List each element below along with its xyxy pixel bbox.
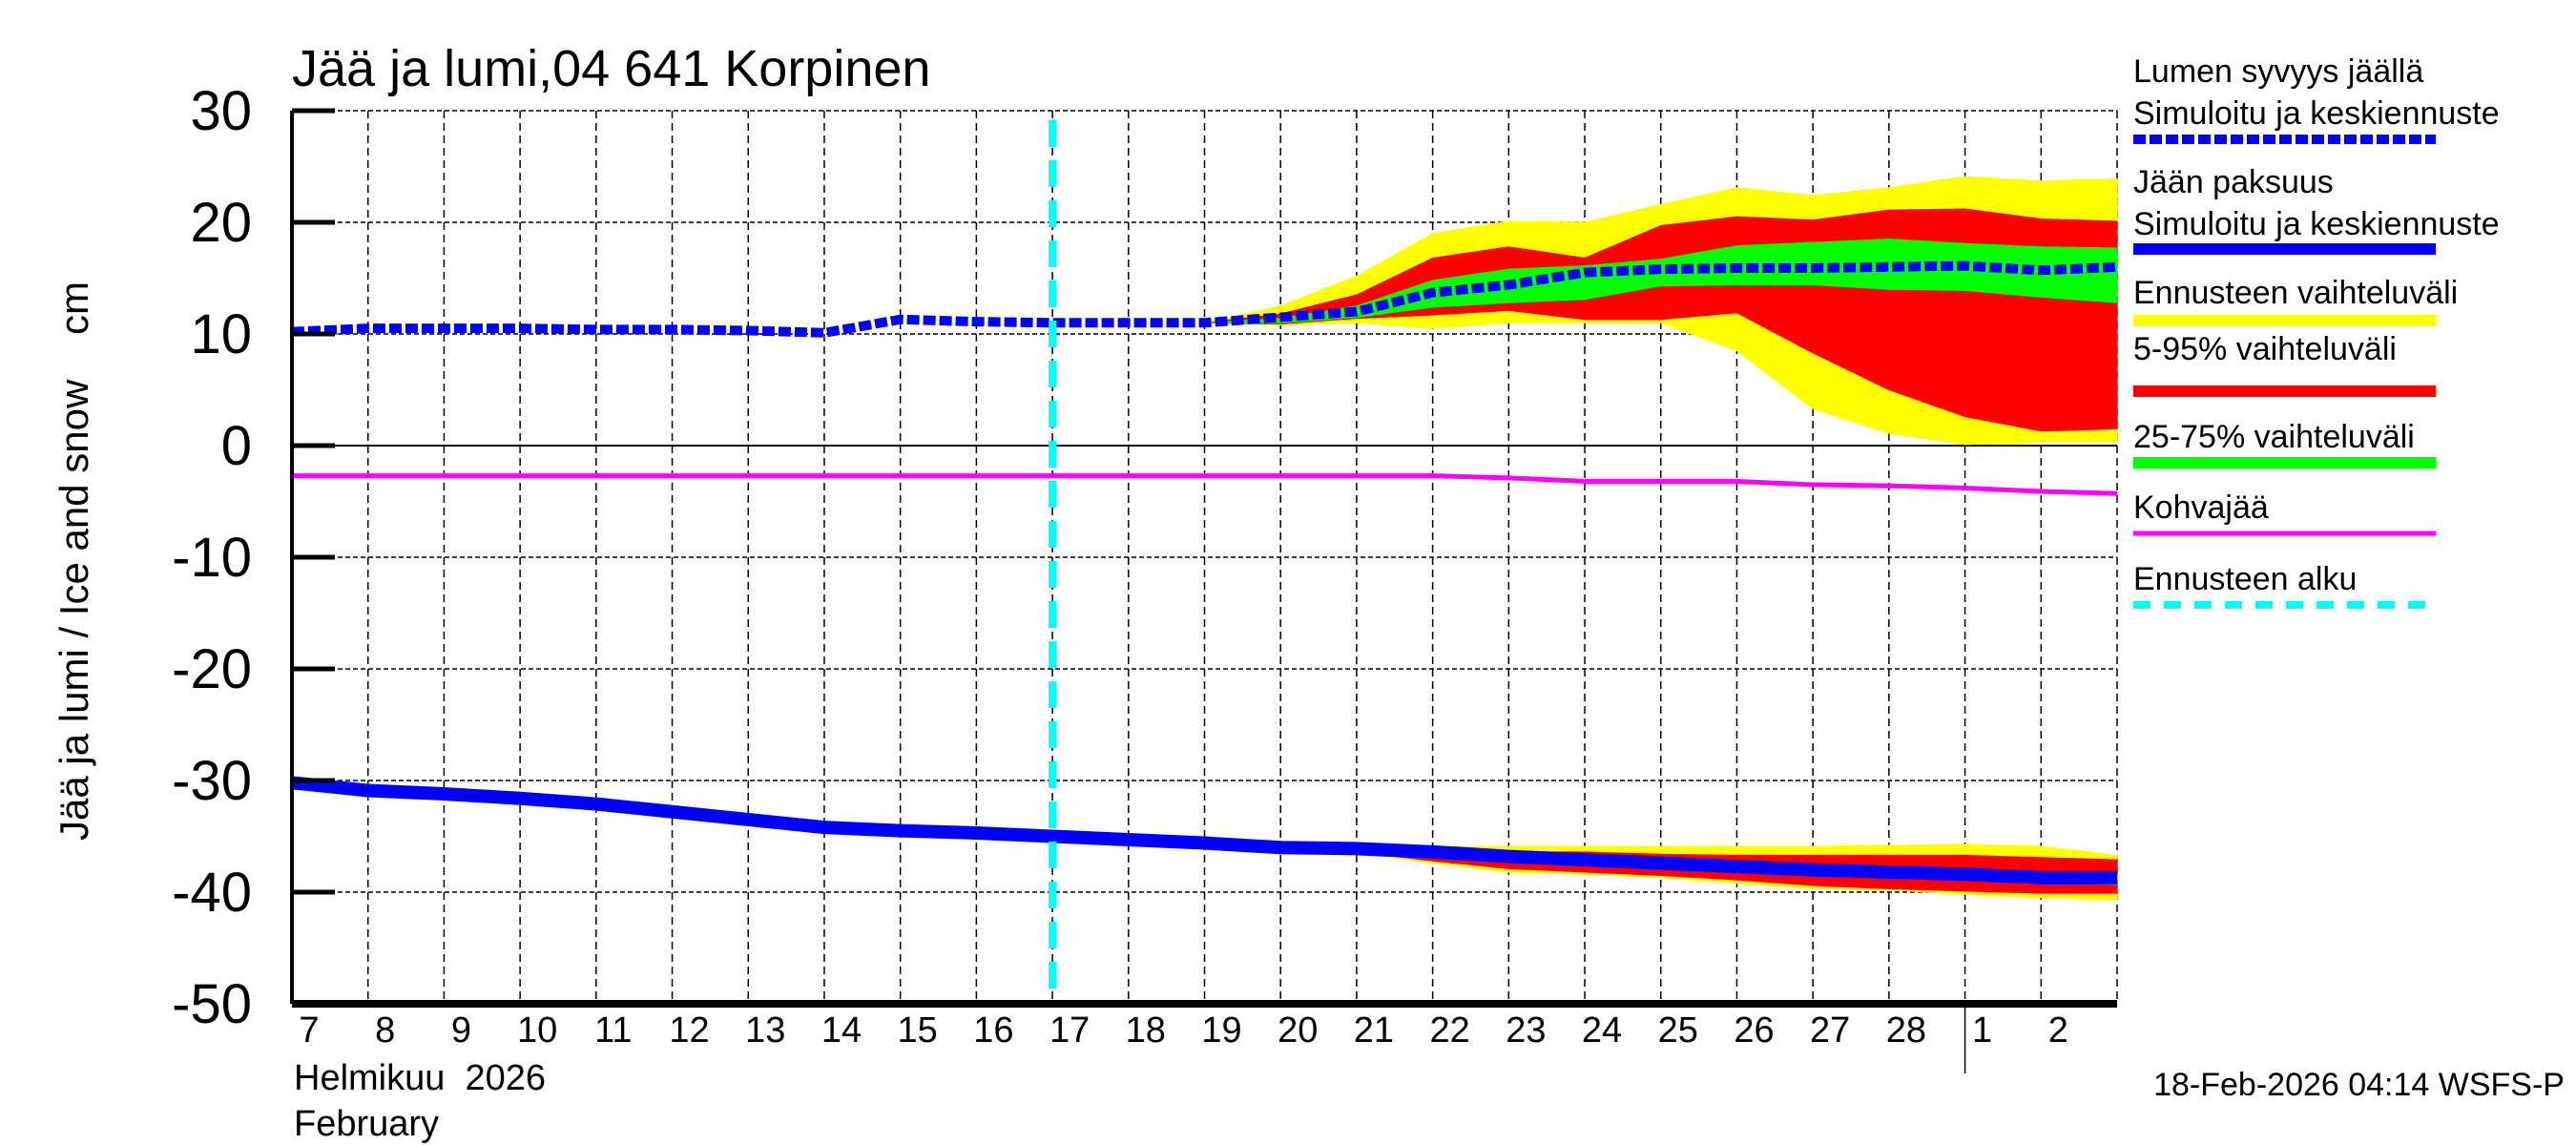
footer-timestamp: 18-Feb-2026 04:14 WSFS-P xyxy=(2153,1067,2565,1103)
x-tick-label: 11 xyxy=(594,1010,632,1051)
slush-ice-line xyxy=(292,473,2118,496)
legend-label: 25-75% vaihteluväli xyxy=(2133,419,2415,455)
x-tick-label: 25 xyxy=(1658,1010,1698,1051)
x-tick-label: 20 xyxy=(1278,1010,1318,1051)
x-tick-label: 19 xyxy=(1201,1010,1241,1051)
y-tick-label: 30 xyxy=(190,80,252,142)
lines xyxy=(291,120,2118,1004)
y-tick-label: -40 xyxy=(172,862,252,924)
x-tick-label: 26 xyxy=(1734,1010,1774,1051)
legend-label: Lumen syvyys jäällä xyxy=(2133,53,2423,90)
y-tick-label: -30 xyxy=(172,750,252,812)
x-tick-label: 23 xyxy=(1506,1010,1546,1051)
legend-label: Jään paksuus xyxy=(2133,164,2334,200)
legend-label: 5-95% vaihteluväli xyxy=(2133,331,2397,367)
legend-label: Simuloitu ja keskiennuste xyxy=(2133,95,2500,132)
x-tick-label: 10 xyxy=(517,1010,557,1051)
legend-label: Simuloitu ja keskiennuste xyxy=(2133,206,2500,242)
x-tick-label: 18 xyxy=(1126,1010,1166,1051)
ice-thickness-line xyxy=(291,776,2117,885)
y-tick-label: -10 xyxy=(172,527,252,589)
x-tick-label: 13 xyxy=(745,1010,785,1051)
x-tick-label: 2 xyxy=(2048,1010,2068,1051)
chart-title: Jää ja lumi,04 641 Korpinen xyxy=(292,40,930,97)
y-tick-label: 20 xyxy=(190,192,252,254)
x-tick-label: 14 xyxy=(821,1010,862,1051)
x-tick-label: 28 xyxy=(1886,1010,1926,1051)
y-tick-label: 0 xyxy=(221,415,252,477)
x-tick-label: 17 xyxy=(1049,1010,1090,1051)
x-tick-label: 12 xyxy=(669,1010,709,1051)
x-tick-label: 16 xyxy=(973,1010,1013,1051)
legend-label: Ennusteen vaihteluväli xyxy=(2133,275,2458,311)
y-tick-label: -50 xyxy=(172,973,252,1035)
x-tick-label: 21 xyxy=(1354,1010,1394,1051)
y-axis-label: Jää ja lumi / Ice and snow cm xyxy=(52,281,96,841)
x-tick-label: 9 xyxy=(451,1010,471,1051)
snow-depth-line xyxy=(291,260,2118,338)
x-tick-label: 22 xyxy=(1429,1010,1469,1051)
snow-25-75-band xyxy=(1204,239,2118,323)
x-tick-label: 15 xyxy=(898,1010,938,1051)
y-tick-label: -20 xyxy=(172,638,252,700)
x-tick-label: 8 xyxy=(375,1010,395,1051)
x-axis-label-en: February xyxy=(294,1104,439,1144)
x-tick-label: 27 xyxy=(1810,1010,1850,1051)
legend: Lumen syvyys jäällä Simuloitu ja keskienn… xyxy=(2133,53,2500,609)
y-tick-label: 10 xyxy=(190,303,252,365)
x-tick-label: 24 xyxy=(1582,1010,1622,1051)
x-axis-label-fi: Helmikuu 2026 xyxy=(294,1058,546,1098)
x-tick-label: 1 xyxy=(1972,1010,1992,1051)
legend-label: Kohvajää xyxy=(2133,489,2269,526)
x-tick-label: 7 xyxy=(299,1010,319,1051)
legend-label: Ennusteen alku xyxy=(2133,561,2357,597)
